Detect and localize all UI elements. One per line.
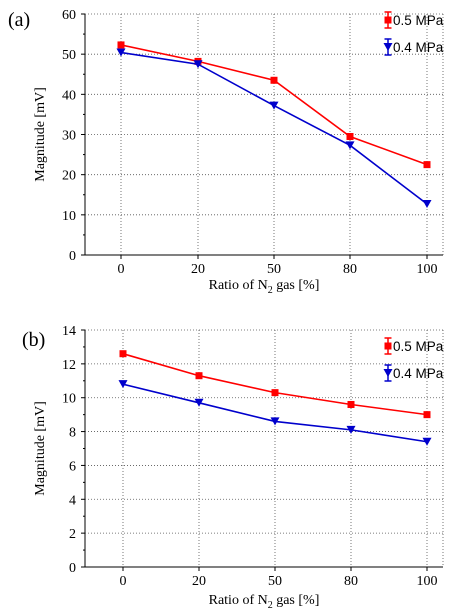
legend-label: 0.5 MPa [393, 13, 444, 28]
y-tick-label: 12 [62, 358, 76, 373]
x-axis-label-pre: Ratio of N [209, 593, 268, 608]
data-point-square [423, 411, 431, 419]
legend-label: 0.5 MPa [393, 339, 444, 354]
y-tick-label: 20 [62, 169, 76, 184]
x-tick-label: 80 [344, 574, 358, 589]
data-point-square [195, 372, 203, 380]
data-point-triangle [345, 141, 355, 150]
y-tick-label: 8 [69, 426, 76, 441]
data-point-triangle [270, 417, 280, 426]
data-point-triangle [269, 101, 279, 110]
legend-marker-triangle [383, 43, 393, 51]
legend-marker-square [384, 342, 392, 350]
y-tick-label: 30 [62, 129, 76, 144]
y-tick-label: 0 [69, 561, 76, 576]
x-tick-label: 0 [118, 262, 125, 277]
x-axis-label: Ratio of N2 gas [%] [209, 278, 320, 296]
data-point-square [271, 389, 279, 397]
legend-marker-triangle [383, 369, 393, 377]
x-axis-label-pre: Ratio of N [209, 278, 268, 293]
legend-label: 0.4 MPa [393, 40, 444, 55]
y-tick-label: 4 [69, 493, 76, 508]
data-point-square [119, 350, 127, 358]
x-axis-label-sub: 2 [268, 600, 273, 609]
legend-marker-square [384, 16, 392, 24]
y-tick-label: 60 [62, 8, 76, 23]
data-point-triangle [346, 425, 356, 434]
chart-panel-a: 0 10 20 30 40 50 60 0 20 50 80 100 (a) Ratio of N2 ga… [8, 8, 444, 296]
x-axis-label-post: gas [%] [273, 593, 320, 608]
panel-label: (a) [8, 9, 30, 31]
x-tick-label: 20 [192, 574, 206, 589]
y-tick-label: 10 [62, 392, 76, 407]
data-point-triangle [422, 437, 432, 446]
data-point-square [346, 133, 354, 141]
x-tick-label: 20 [191, 262, 205, 277]
x-tick-label: 50 [267, 262, 281, 277]
y-tick-label: 6 [69, 459, 76, 474]
series-0-4-mpa [116, 48, 432, 208]
data-point-triangle [422, 199, 432, 208]
x-axis-label: Ratio of N2 gas [%] [209, 593, 320, 609]
y-axis-label: Magnitude [mV] [33, 87, 48, 181]
legend-label: 0.4 MPa [393, 366, 444, 381]
x-tick-label: 0 [120, 574, 127, 589]
x-axis-label-post: gas [%] [273, 278, 320, 293]
panel-label: (b) [22, 329, 45, 351]
y-tick-label: 10 [62, 209, 76, 224]
y-tick-label: 14 [62, 324, 76, 339]
legend: 0.5 MPa 0.4 MPa [383, 337, 444, 382]
data-point-triangle [116, 48, 126, 57]
x-tick-label: 50 [268, 574, 282, 589]
series-0-4-mpa [118, 380, 432, 446]
data-point-square [117, 41, 125, 49]
data-point-square [270, 76, 278, 84]
y-tick-label: 0 [69, 249, 76, 264]
y-tick-label: 2 [69, 527, 76, 542]
x-tick-label: 100 [417, 574, 438, 589]
x-axis-label-sub: 2 [268, 285, 273, 296]
x-tick-label: 80 [343, 262, 357, 277]
data-point-triangle [194, 398, 204, 407]
x-tick-label: 100 [417, 262, 438, 277]
y-tick-label: 50 [62, 48, 76, 63]
data-point-triangle [193, 60, 203, 69]
y-axis-label: Magnitude [mV] [33, 401, 48, 495]
legend: 0.5 MPa 0.4 MPa [383, 11, 444, 56]
data-point-triangle [118, 380, 128, 389]
y-tick-label: 40 [62, 88, 76, 103]
series-0-5-mpa [119, 350, 431, 419]
data-point-square [347, 400, 355, 408]
data-point-square [423, 161, 431, 169]
